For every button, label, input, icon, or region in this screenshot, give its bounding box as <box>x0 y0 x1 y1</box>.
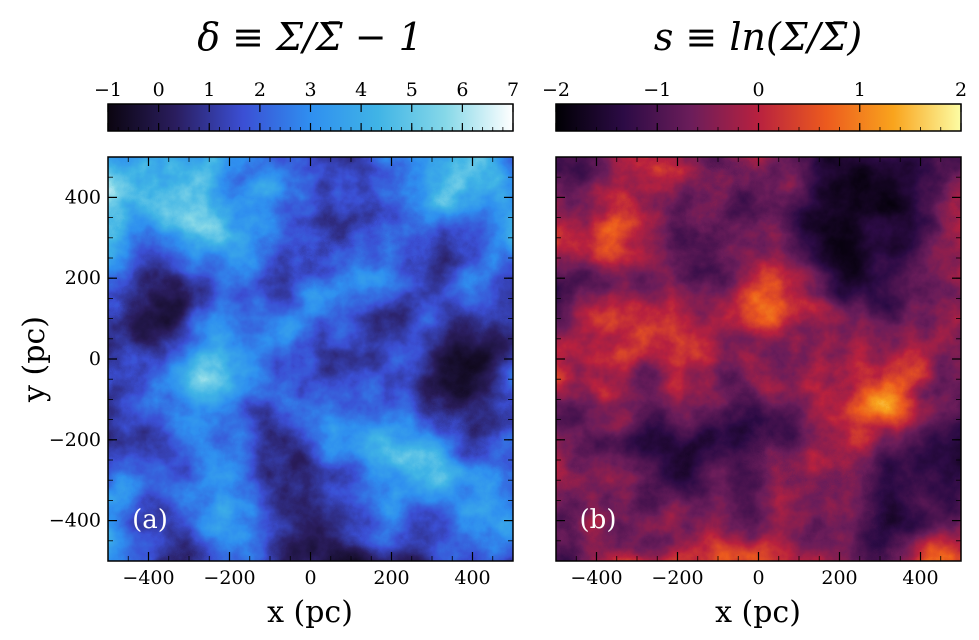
colorbar-tick-label: 1 <box>854 79 866 101</box>
panel-label-a: (a) <box>132 505 168 535</box>
colorbar-tick-label: 7 <box>507 79 519 101</box>
y-tick-label: 200 <box>65 267 101 289</box>
colorbar-tick-label: −2 <box>542 79 570 101</box>
x-tick-label: 200 <box>373 567 409 589</box>
x-tick-label: −400 <box>570 567 622 589</box>
panel-a: δ ≡ Σ/Σ̄ − 1 −1 0 1 2 3 4 5 6 7 −400 −200 0 200 400−… <box>17 15 519 630</box>
axis-ticks-a: −400 −200 0 200 400 −400 −200 0 200 400 <box>49 156 514 589</box>
title-b: s ≡ ln(Σ/Σ̄) <box>654 15 862 59</box>
title-a: δ ≡ Σ/Σ̄ − 1 <box>197 15 423 59</box>
colorbar-b-ticks: −2 −1 0 1 2 <box>542 79 967 131</box>
y-tick-label: 0 <box>89 348 101 370</box>
colorbar-tick-label: 6 <box>456 79 468 101</box>
x-tick-label: 400 <box>902 567 938 589</box>
x-tick-label: −200 <box>203 567 255 589</box>
x-tick-label: 200 <box>821 567 857 589</box>
x-tick-label: 400 <box>454 567 490 589</box>
xlabel-b: x (pc) <box>715 595 801 630</box>
colorbar-tick-label: 4 <box>355 79 367 101</box>
heatmap-a <box>108 157 513 561</box>
y-tick-label: −400 <box>49 510 101 532</box>
axis-ticks-b: −400 −200 0 200 400 <box>555 156 962 589</box>
y-tick-label: 400 <box>65 186 101 208</box>
colorbar-tick-label: 0 <box>752 79 764 101</box>
x-tick-label: 0 <box>304 567 316 589</box>
panel-b: s ≡ ln(Σ/Σ̄) −2 −1 0 1 2 −400 −200 0 200 400 (b)… <box>542 15 967 630</box>
colorbar-tick-label: −1 <box>94 79 122 101</box>
heatmap-b <box>556 157 961 561</box>
colorbar-tick-label: −1 <box>643 79 671 101</box>
x-tick-label: −200 <box>651 567 703 589</box>
colorbar-tick-label: 2 <box>955 79 967 101</box>
ylabel-a: y (pc) <box>17 316 52 403</box>
colorbar-a-ticks: −1 0 1 2 3 4 5 6 7 <box>94 79 519 131</box>
y-tick-label: −200 <box>49 429 101 451</box>
x-tick-label: −400 <box>122 567 174 589</box>
colorbar-tick-label: 1 <box>203 79 215 101</box>
colorbar-tick-label: 3 <box>304 79 316 101</box>
panel-label-b: (b) <box>580 505 617 535</box>
colorbar-tick-label: 2 <box>254 79 266 101</box>
xlabel-a: x (pc) <box>267 595 353 630</box>
colorbar-tick-label: 5 <box>406 79 418 101</box>
x-tick-label: 0 <box>752 567 764 589</box>
colorbar-tick-label: 0 <box>153 79 165 101</box>
